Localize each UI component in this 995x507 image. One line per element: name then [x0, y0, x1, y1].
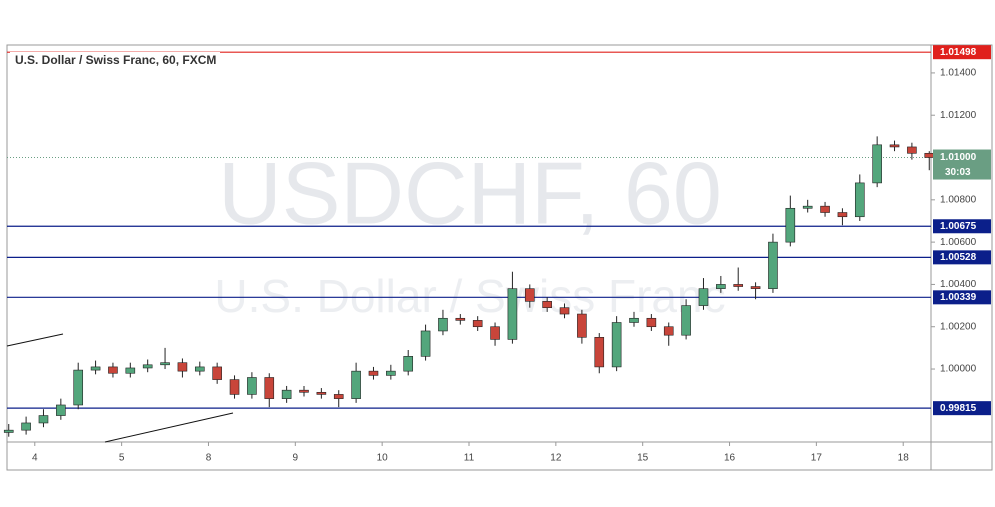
x-tick-label: 10	[377, 453, 389, 464]
candle-body	[524, 288, 535, 302]
y-tick-label: 1.00200	[940, 321, 977, 332]
x-tick-label: 8	[206, 453, 212, 464]
candle-body	[716, 284, 726, 289]
watermark-subtitle: U.S. Dollar / Swiss Franc	[214, 270, 725, 322]
current-price-label: 1.01000	[940, 152, 977, 163]
candle-body	[698, 288, 709, 306]
candle-body	[3, 429, 14, 433]
candle-body	[872, 144, 882, 184]
plot	[3, 51, 935, 437]
candle-body	[56, 404, 66, 416]
candle-body	[420, 330, 431, 357]
candle-body	[785, 207, 796, 243]
candle-body	[386, 370, 396, 376]
trend-line	[104, 412, 234, 443]
x-tick-label: 5	[119, 453, 125, 464]
y-tick-label: 1.00800	[940, 194, 977, 205]
candle-body	[281, 389, 292, 399]
x-tick-label: 12	[550, 453, 562, 464]
current-price-box	[933, 149, 991, 180]
trend-line	[6, 333, 64, 347]
x-tick-label: 17	[811, 453, 823, 464]
candle-body	[177, 362, 188, 372]
level-box	[933, 250, 991, 265]
y-tick-label: 1.00600	[940, 237, 977, 248]
candle-body	[73, 369, 84, 406]
candle-body	[264, 377, 275, 399]
level-box	[933, 401, 991, 416]
candle-body	[750, 286, 761, 289]
candle-body	[559, 307, 570, 315]
candle-body	[316, 391, 327, 395]
x-tick-label: 11	[464, 453, 475, 464]
y-tick-label: 1.01400	[940, 68, 977, 79]
candle-body	[247, 377, 257, 395]
candle-body	[507, 288, 518, 340]
candle-body	[854, 182, 865, 218]
x-tick-label: 15	[637, 453, 649, 464]
title-bg	[10, 52, 220, 69]
candle-body	[403, 356, 414, 372]
candle-body	[368, 370, 379, 376]
x-tick-label: 16	[724, 453, 736, 464]
candle-body	[108, 366, 118, 374]
candle-body	[646, 317, 657, 328]
candle-body	[611, 322, 622, 368]
candle-body	[299, 389, 309, 393]
candle-body	[142, 364, 153, 369]
candle-body	[194, 366, 205, 372]
candle-body	[924, 152, 935, 158]
candle-body	[889, 144, 900, 148]
candle-body	[472, 320, 483, 328]
level-box	[933, 290, 991, 305]
candle-body	[577, 313, 587, 338]
candle-body	[160, 362, 170, 366]
candle-body	[490, 326, 500, 340]
chart-title: U.S. Dollar / Swiss Franc, 60, FXCM	[15, 53, 216, 67]
candle-body	[802, 205, 813, 209]
level-label: 1.00528	[940, 252, 977, 263]
candle-body	[351, 370, 361, 399]
candle-body	[837, 212, 848, 218]
x-tick-label: 9	[293, 453, 299, 464]
candle-body	[542, 301, 552, 308]
candle-body	[438, 317, 448, 332]
level-box	[933, 45, 991, 60]
candle-body	[21, 422, 31, 431]
candle-body	[768, 241, 778, 289]
y-tick-label: 1.00400	[940, 279, 977, 290]
watermark: USDCHF, 60	[218, 143, 722, 242]
candle-body	[333, 394, 344, 399]
x-tick-label: 18	[898, 453, 910, 464]
level-label: 0.99815	[940, 403, 977, 414]
candle-body	[90, 366, 101, 371]
candle-body	[38, 415, 49, 424]
candle-body	[681, 305, 691, 336]
candle-body	[663, 326, 674, 336]
y-tick-label: 1.00000	[940, 364, 977, 375]
candle-body	[629, 317, 639, 323]
level-box	[933, 219, 991, 234]
level-label: 1.00675	[940, 221, 977, 232]
candle-body	[125, 367, 136, 374]
countdown-label: 30:03	[945, 167, 971, 178]
candle-body	[907, 146, 917, 154]
y-tick-label: 1.01200	[940, 110, 977, 121]
candle-body	[594, 337, 605, 368]
level-label: 1.01498	[940, 47, 977, 58]
candle-body	[229, 379, 240, 395]
candle-body	[455, 317, 466, 321]
candle-body	[212, 366, 222, 380]
level-label: 1.00339	[940, 292, 977, 303]
x-tick-label: 4	[32, 453, 38, 464]
candle-body	[820, 205, 830, 213]
candle-body	[733, 284, 744, 287]
